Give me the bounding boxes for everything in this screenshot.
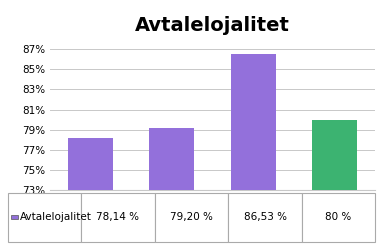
Bar xyxy=(149,128,194,244)
Bar xyxy=(68,139,113,244)
Bar xyxy=(231,54,276,244)
Text: Avtalelojalitet: Avtalelojalitet xyxy=(20,212,92,222)
Bar xyxy=(312,120,357,244)
Title: Avtalelojalitet: Avtalelojalitet xyxy=(135,16,290,35)
